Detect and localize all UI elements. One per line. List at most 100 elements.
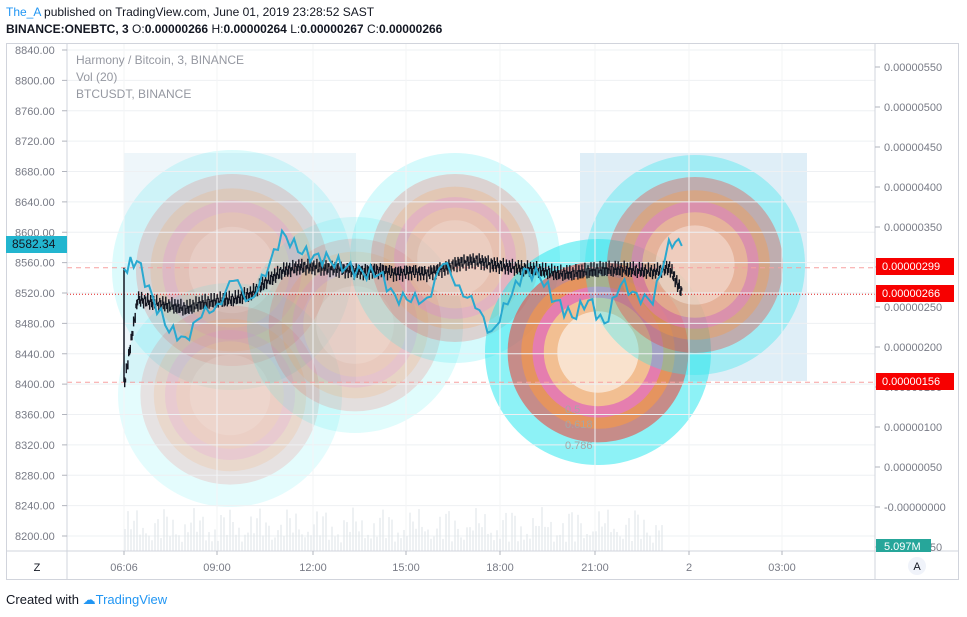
close-value: 0.00000266 — [378, 22, 443, 36]
candle — [128, 347, 131, 356]
left-axis-tick-label: 8560.00 — [15, 258, 55, 270]
volume-bar — [325, 512, 327, 551]
candle — [265, 279, 268, 290]
volume-bar — [316, 511, 318, 551]
candle — [289, 262, 291, 269]
candle — [392, 272, 395, 282]
left-axis-tick-label: 8800.00 — [15, 75, 55, 87]
candle — [541, 262, 544, 272]
candle — [152, 301, 154, 310]
candle — [130, 333, 132, 341]
candle — [638, 261, 641, 272]
candle — [516, 267, 519, 275]
left-axis-tick-label: 8440.00 — [15, 349, 55, 361]
legend-main: Harmony / Bitcoin, 3, BINANCE — [76, 53, 244, 67]
candle — [303, 262, 305, 273]
candle — [326, 269, 328, 275]
volume-bar — [436, 528, 438, 551]
candle — [160, 300, 162, 310]
candle — [494, 261, 496, 270]
legend-overlay: BTCUSDT, BINANCE — [76, 87, 191, 101]
candle — [202, 300, 204, 310]
candle — [327, 263, 329, 273]
candle — [475, 255, 477, 260]
candle — [268, 280, 271, 285]
volume-bar — [490, 532, 492, 551]
candle — [286, 262, 288, 271]
candle — [198, 296, 200, 304]
author-name[interactable]: The_A — [6, 5, 41, 19]
candle — [593, 262, 595, 271]
volume-bar — [364, 538, 366, 551]
candle — [618, 268, 620, 276]
right-axis-tick-label: 0.00000450 — [884, 142, 942, 154]
fib-circle-a-ring-0 — [112, 150, 352, 390]
candle — [616, 266, 618, 275]
candle — [211, 299, 213, 307]
candle — [350, 271, 352, 278]
volume-bar — [646, 532, 648, 551]
legend-volume: Vol (20) — [76, 70, 117, 84]
candle — [403, 265, 406, 276]
time-axis-label: 2 — [686, 562, 692, 574]
candle — [253, 291, 256, 296]
candle — [241, 294, 244, 305]
candle — [408, 265, 411, 274]
candle — [672, 271, 675, 282]
candle — [348, 265, 350, 274]
candle — [136, 299, 139, 306]
candle — [431, 267, 433, 274]
volume-bar — [439, 516, 441, 551]
candle — [318, 262, 320, 273]
volume-bar — [565, 541, 567, 551]
candle — [459, 262, 461, 272]
volume-bar — [334, 536, 336, 551]
candle — [602, 262, 604, 269]
fib-circle-b-ring-3 — [165, 330, 295, 460]
candle — [314, 265, 316, 276]
candle — [186, 299, 188, 309]
volume-bar — [523, 539, 525, 551]
volume-bar — [625, 524, 627, 551]
candle — [125, 363, 127, 374]
auto-button: A — [913, 561, 921, 573]
candle — [502, 257, 504, 268]
left-axis-tick-label: 8640.00 — [15, 197, 55, 209]
candle — [432, 271, 434, 281]
volume-bar — [478, 523, 480, 551]
time-axis-label: 21:00 — [581, 562, 609, 574]
candle — [419, 266, 421, 276]
candle — [393, 268, 396, 275]
candle — [229, 299, 231, 304]
candle — [381, 264, 384, 274]
candle — [580, 270, 582, 279]
footer-brand[interactable]: TradingView — [95, 592, 168, 607]
volume-bar — [136, 510, 138, 551]
candle — [418, 267, 420, 274]
candle — [654, 270, 657, 279]
left-axis-tick-label: 8320.00 — [15, 440, 55, 452]
candle — [415, 265, 417, 275]
volume-bar — [454, 520, 456, 551]
candle — [665, 260, 668, 269]
candle — [614, 260, 616, 270]
volume-bar — [322, 516, 324, 551]
candle — [456, 263, 458, 273]
candle — [587, 265, 589, 270]
candle — [512, 266, 515, 270]
candle — [559, 273, 561, 279]
candle — [208, 298, 210, 309]
candle — [670, 269, 672, 274]
candle — [479, 258, 481, 265]
auto-button-bg[interactable] — [908, 557, 926, 575]
candle — [313, 260, 315, 267]
tradingview-logo-icon[interactable]: ☁ — [82, 592, 96, 607]
volume-bar — [403, 530, 405, 551]
candle — [550, 273, 552, 277]
volume-bar — [559, 534, 561, 551]
candle — [246, 288, 249, 295]
volume-bar — [145, 533, 147, 551]
candle — [589, 270, 591, 276]
candle — [279, 268, 281, 279]
